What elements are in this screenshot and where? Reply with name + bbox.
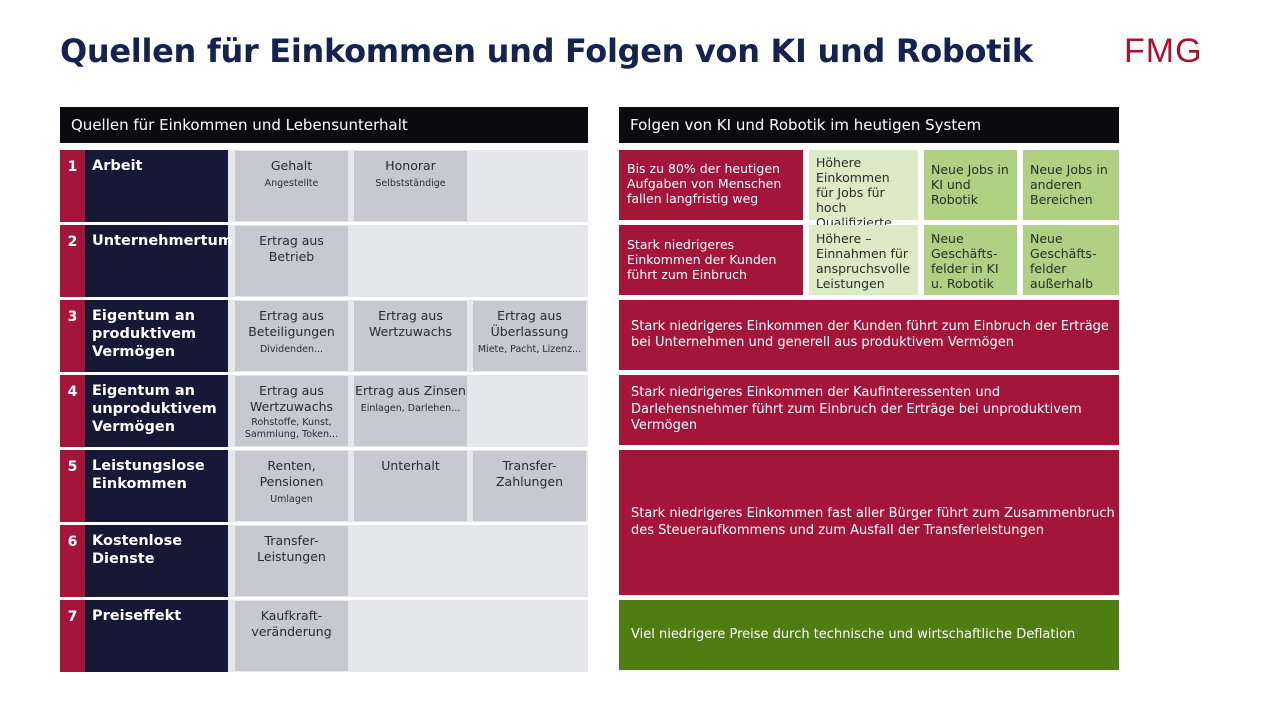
cell-main: Transfer-Leistungen [257, 533, 326, 564]
effect-box-mid-green: Neue Jobs in anderen Bereichen [1023, 150, 1119, 220]
cell-main: Ertrag aus Zinsen [355, 383, 466, 398]
effect-box-light-green: Höhere – Einnahmen für anspruchsvolle Le… [809, 225, 918, 295]
cell-main: Kaufkraft-veränderung [251, 608, 332, 639]
effect-box-mid-green: Neue Geschäfts-felder in KI u. Robotik [924, 225, 1017, 295]
left-table-header: Quellen für Einkommen und Lebensunterhal… [60, 107, 588, 143]
fmg-logo: FMG [1124, 32, 1203, 70]
page-title: Quellen für Einkommen und Folgen von KI … [60, 32, 1033, 70]
row-label: Preiseffekt [85, 600, 228, 672]
row-label: Eigentum an unproduktivem Vermögen [85, 375, 228, 447]
row-label: Arbeit [85, 150, 228, 222]
effect-box-deflation: Viel niedrigere Preise durch technische … [619, 600, 1119, 670]
row-number: 1 [60, 150, 85, 222]
income-cell: Honorar Selbstständige [354, 151, 467, 221]
cell-main: Ertrag aus Wertzuwachs [249, 383, 334, 414]
row-number: 3 [60, 300, 85, 372]
cell-main: Renten, Pensionen [259, 458, 324, 489]
row-number: 2 [60, 225, 85, 297]
cell-sub: Umlagen [270, 494, 313, 505]
income-cell: Gehalt Angestellte [235, 151, 348, 221]
cell-main: Ertrag aus Wertzuwachs [368, 308, 453, 339]
income-cell: Ertrag aus Betrieb [235, 226, 348, 296]
effect-box-light-green: Höhere Einkommen für Jobs für hoch Quali… [809, 150, 918, 230]
effect-box-red: Bis zu 80% der heutigen Aufgaben von Men… [619, 150, 803, 220]
income-cell: Ertrag aus Beteiligungen Dividenden... [235, 301, 348, 371]
cell-sub: Einlagen, Darlehen... [360, 403, 461, 414]
row-number: 7 [60, 600, 85, 672]
income-cell: Unterhalt [354, 451, 467, 521]
row-number: 5 [60, 450, 85, 522]
row-number: 4 [60, 375, 85, 447]
row-label: Unternehmertum [85, 225, 233, 297]
income-cell: Ertrag aus Wertzuwachs [354, 301, 467, 371]
cell-main: Unterhalt [381, 458, 440, 473]
cell-main: Ertrag aus Überlassung [490, 308, 569, 339]
effect-box-mid-green: Neue Jobs in KI und Robotik [924, 150, 1017, 220]
effect-box-mid-green: Neue Geschäfts-felder außerhalb [1023, 225, 1119, 295]
cell-sub: Rohstoffe, Kunst, Sammlung, Token... [244, 417, 339, 440]
effect-box-red: Stark niedrigeres Einkommen der Kunden f… [619, 225, 803, 295]
row-number: 6 [60, 525, 85, 597]
income-cell: Kaufkraft-veränderung [235, 601, 348, 671]
cell-sub: Miete, Pacht, Lizenz... [477, 344, 582, 355]
effect-box-unproductive-assets: Stark niedrigeres Einkommen der Kaufinte… [619, 375, 1119, 445]
effect-box-transfer-income: Stark niedrigeres Einkommen fast aller B… [619, 450, 1119, 595]
cell-sub: Angestellte [264, 178, 319, 189]
income-cell: Ertrag aus Wertzuwachs Rohstoffe, Kunst,… [235, 376, 348, 446]
row-label: Kostenlose Dienste [85, 525, 228, 597]
cell-main: Transfer-Zahlungen [495, 458, 563, 489]
right-table-header: Folgen von KI und Robotik im heutigen Sy… [619, 107, 1119, 143]
cell-main: Ertrag aus Betrieb [259, 233, 324, 264]
effect-box-productive-assets: Stark niedrigeres Einkommen der Kunden f… [619, 300, 1119, 370]
income-cell: Transfer-Leistungen [235, 526, 348, 596]
cell-main: Ertrag aus Beteiligungen [248, 308, 335, 339]
cell-sub: Dividenden... [259, 344, 324, 355]
income-cell: Ertrag aus Zinsen Einlagen, Darlehen... [354, 376, 467, 446]
income-cell: Transfer-Zahlungen [473, 451, 586, 521]
cell-sub: Selbstständige [375, 178, 446, 189]
income-cell: Renten, Pensionen Umlagen [235, 451, 348, 521]
cell-main: Gehalt [270, 158, 313, 173]
cell-main: Honorar [385, 158, 436, 173]
income-cell: Ertrag aus Überlassung Miete, Pacht, Liz… [473, 301, 586, 371]
row-label: Eigentum an produktivem Vermögen [85, 300, 228, 372]
row-label: Leistungslose Einkommen [85, 450, 228, 522]
